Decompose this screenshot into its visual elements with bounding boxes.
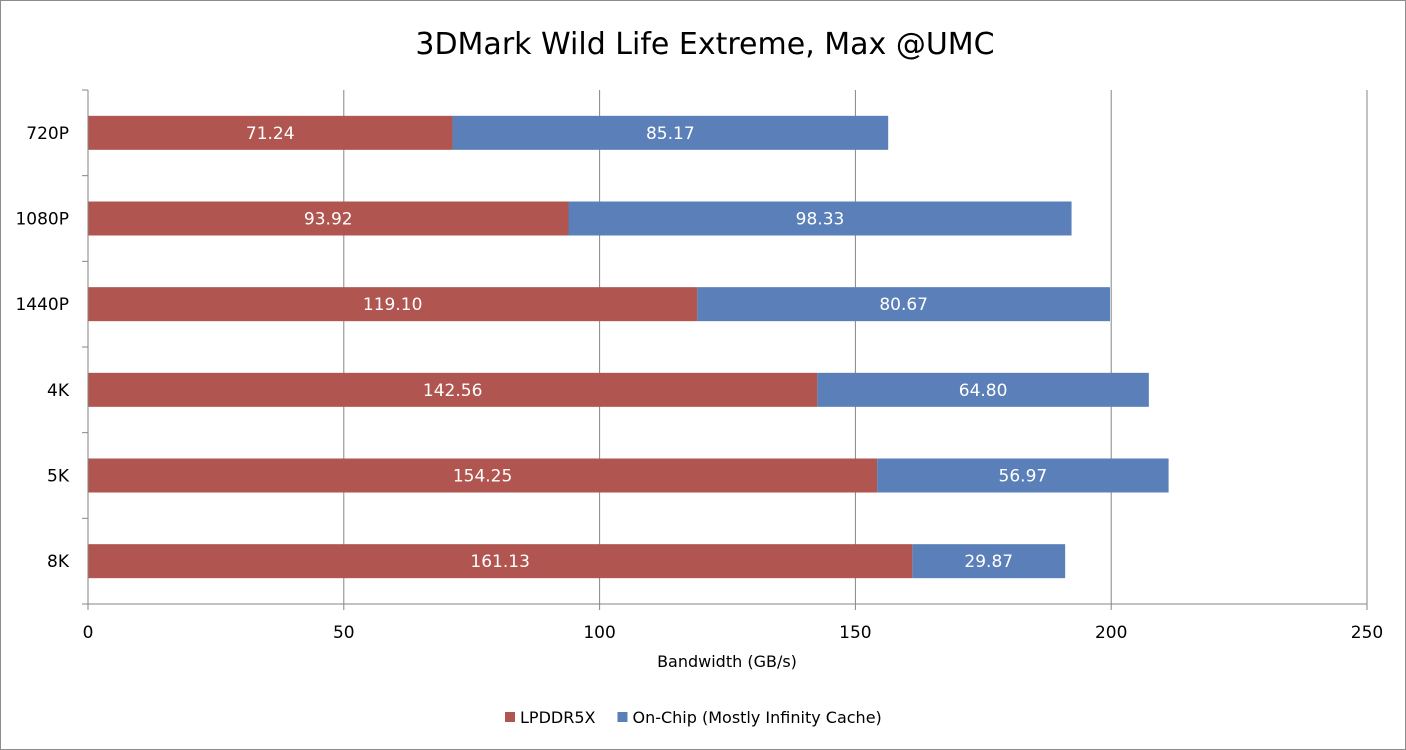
bar-on-chip <box>697 287 1111 322</box>
data-label: 93.92 <box>304 210 353 230</box>
data-label: 80.67 <box>879 295 928 315</box>
y-tick-label: 5K <box>47 467 70 487</box>
data-label: 29.87 <box>964 552 1013 572</box>
y-tick-label: 720P <box>26 124 69 144</box>
bar-on-chip <box>817 372 1149 407</box>
y-tick-label: 1440P <box>15 295 69 315</box>
x-tick-label: 50 <box>333 623 355 643</box>
x-tick-label: 200 <box>1095 623 1127 643</box>
x-tick-label: 150 <box>839 623 871 643</box>
y-tick-label: 4K <box>47 381 70 401</box>
data-label: 64.80 <box>959 381 1008 401</box>
bar-on-chip <box>877 458 1169 493</box>
bar-lpddr5x <box>88 201 569 236</box>
x-axis-title: Bandwidth (GB/s) <box>657 652 797 671</box>
x-tick-label: 250 <box>1351 623 1383 643</box>
bar-on-chip <box>912 544 1066 579</box>
data-label: 161.13 <box>470 552 529 572</box>
legend: LPDDR5X On-Chip (Mostly Infinity Cache) <box>505 708 882 727</box>
chart-title: 3DMark Wild Life Extreme, Max @UMC <box>415 27 994 62</box>
bars <box>88 115 1169 579</box>
legend-label: LPDDR5X <box>520 708 596 727</box>
y-tick-label: 1080P <box>15 210 69 230</box>
bar-lpddr5x <box>88 544 913 579</box>
legend-label: On-Chip (Mostly Infinity Cache) <box>632 708 881 727</box>
bar-on-chip <box>568 201 1072 236</box>
bar-lpddr5x <box>88 458 878 493</box>
legend-swatch-lpddr5x <box>505 712 515 722</box>
data-label: 71.24 <box>246 124 295 144</box>
x-tick-label: 100 <box>583 623 615 643</box>
y-tick-label: 8K <box>47 552 70 572</box>
bar-on-chip <box>452 115 889 150</box>
data-label: 142.56 <box>423 381 482 401</box>
x-tick-label: 0 <box>83 623 94 643</box>
data-label: 56.97 <box>999 467 1048 487</box>
data-label: 119.10 <box>363 295 422 315</box>
data-label: 98.33 <box>796 210 845 230</box>
data-labels: 71.24 85.17 93.92 98.33 119.10 80.67 142.56 64.… <box>246 124 1047 572</box>
axes: 0 50 100 150 200 250 720P 1080P 1440P 4K 5K 8K <box>15 89 1383 643</box>
bar-lpddr5x <box>88 372 818 407</box>
gridlines <box>343 90 1368 604</box>
bar-lpddr5x <box>88 287 698 322</box>
bar-lpddr5x <box>88 115 453 150</box>
data-label: 154.25 <box>453 467 512 487</box>
legend-swatch-on-chip <box>617 712 628 722</box>
data-label: 85.17 <box>646 124 695 144</box>
